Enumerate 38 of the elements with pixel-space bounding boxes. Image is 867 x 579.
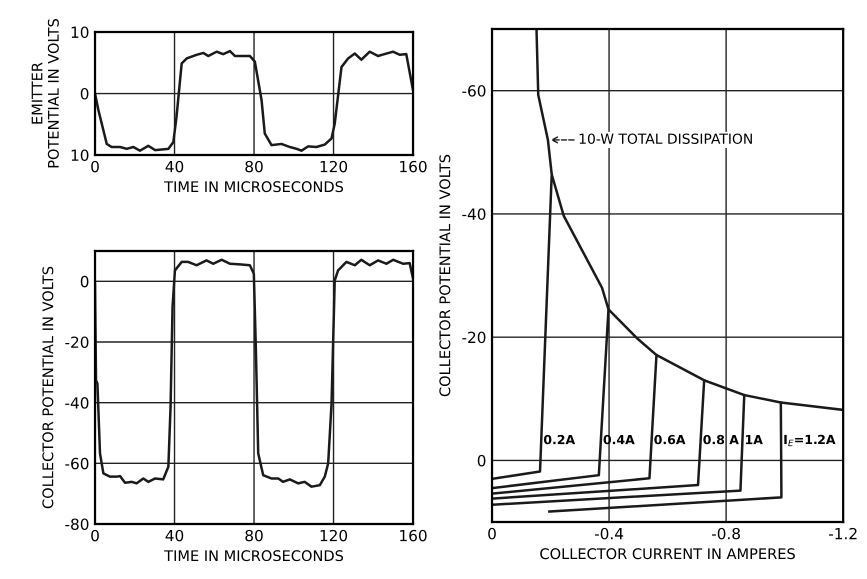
y-axis-title: EMITTER POTENTIAL IN VOLTS <box>32 19 59 168</box>
y-tick-label: 10 <box>72 26 88 38</box>
y-tick-label: -80 <box>65 518 88 530</box>
x-tick-label: 0 <box>488 528 496 540</box>
y-tick-label: -40 <box>65 397 88 409</box>
x-tick-label: 80 <box>245 160 263 172</box>
y-tick-label: -20 <box>65 336 88 348</box>
x-axis-title: TIME IN MICROSECONDS <box>164 550 344 562</box>
y-tick-label: -60 <box>462 85 486 97</box>
x-tick-label: 160 <box>400 530 427 542</box>
x-axis-title: COLLECTOR CURRENT IN AMPERES <box>540 548 795 560</box>
y-tick-label: 0 <box>478 454 486 466</box>
x-tick-label: 160 <box>400 160 427 172</box>
y-tick-label: -60 <box>65 458 88 470</box>
x-tick-label: 0 <box>91 160 99 172</box>
annotation: 10-W TOTAL DISSIPATION <box>580 133 752 144</box>
x-tick-label: -1.2 <box>829 528 857 540</box>
x-tick-label: 0 <box>91 530 99 542</box>
y-tick-label: -20 <box>462 332 486 344</box>
x-axis-title: TIME IN MICROSECONDS <box>164 181 344 192</box>
series-label: 0.2A <box>544 434 576 444</box>
y-tick-label: 0 <box>80 276 88 288</box>
series-label: 1A <box>746 435 763 444</box>
x-tick-label: 40 <box>166 530 184 542</box>
series-label: 0.6A <box>654 434 686 444</box>
series-label: I$_{E}$=1.2A <box>784 434 836 446</box>
x-tick-label: 120 <box>320 160 348 172</box>
x-tick-label: 80 <box>245 530 263 542</box>
x-tick-label: -0.8 <box>712 528 740 540</box>
series-label: 0.8 A <box>703 434 739 444</box>
x-tick-label: 120 <box>320 530 348 542</box>
y-tick-label: -40 <box>462 208 486 220</box>
y-tick-label: 10 <box>72 149 88 162</box>
x-tick-label: 40 <box>166 160 184 172</box>
y-tick-label: 0 <box>80 88 88 100</box>
y-axis-title: COLLECTOR POTENTIAL IN VOLTS <box>439 154 450 396</box>
x-tick-label: -0.4 <box>594 528 624 540</box>
y-axis-title: COLLECTOR POTENTIAL IN VOLTS <box>42 266 54 508</box>
